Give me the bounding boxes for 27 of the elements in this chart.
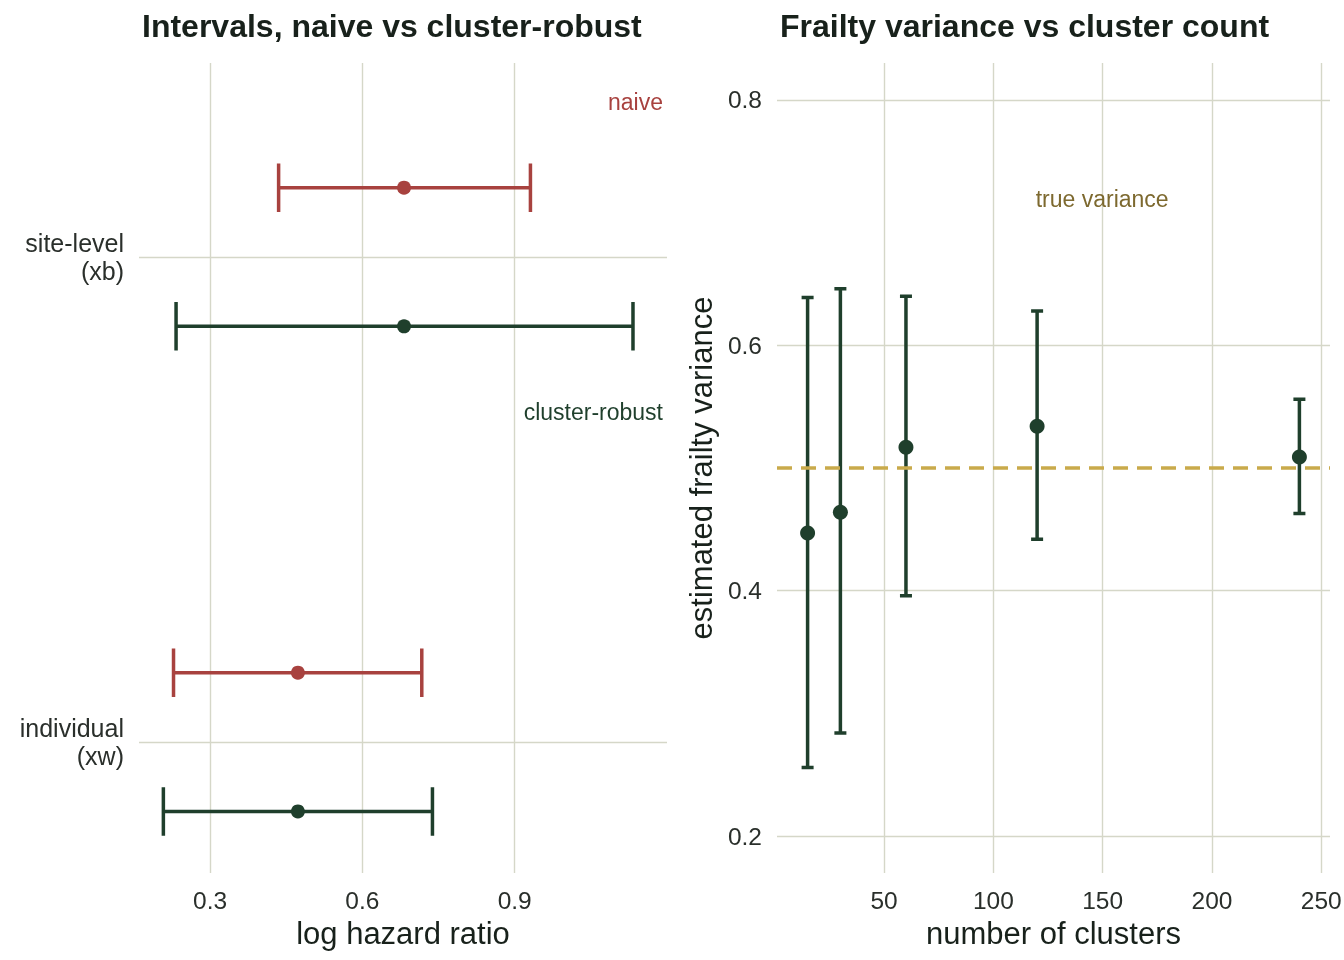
x-axis-title: log hazard ratio xyxy=(296,916,510,951)
point xyxy=(1291,449,1307,465)
y-tick-label: 0.8 xyxy=(727,86,762,114)
x-tick-label: 200 xyxy=(1191,887,1233,914)
x-tick-label: 0.6 xyxy=(345,887,380,914)
y-axis-title: estimated frailty variance xyxy=(684,296,720,640)
point xyxy=(898,439,914,455)
text: cluster-robust xyxy=(523,399,664,426)
y-tick-label: site-level (xb) xyxy=(25,229,124,286)
x-tick-label: 150 xyxy=(1082,887,1124,914)
y-tick-label: 0.2 xyxy=(727,822,762,850)
chart-title: Frailty variance vs cluster count xyxy=(780,8,1270,44)
point xyxy=(832,504,848,520)
y-tick-label: 0.4 xyxy=(727,577,762,605)
text: naive xyxy=(608,88,663,115)
point xyxy=(800,525,816,541)
x-tick-label: 0.9 xyxy=(497,887,532,914)
x-tick-label: 100 xyxy=(972,887,1014,914)
annotation: true variance xyxy=(1035,186,1169,213)
x-axis-title: number of clusters xyxy=(926,916,1181,951)
y-tick-label: individual (xw) xyxy=(19,714,124,771)
x-tick-label: 0.3 xyxy=(193,887,228,914)
y-tick-label: 0.6 xyxy=(727,331,762,359)
x-tick-label: 50 xyxy=(870,887,898,914)
chart-title: Intervals, naive vs cluster-robust xyxy=(142,8,643,44)
point xyxy=(1029,418,1045,434)
x-tick-label: 250 xyxy=(1300,887,1342,914)
